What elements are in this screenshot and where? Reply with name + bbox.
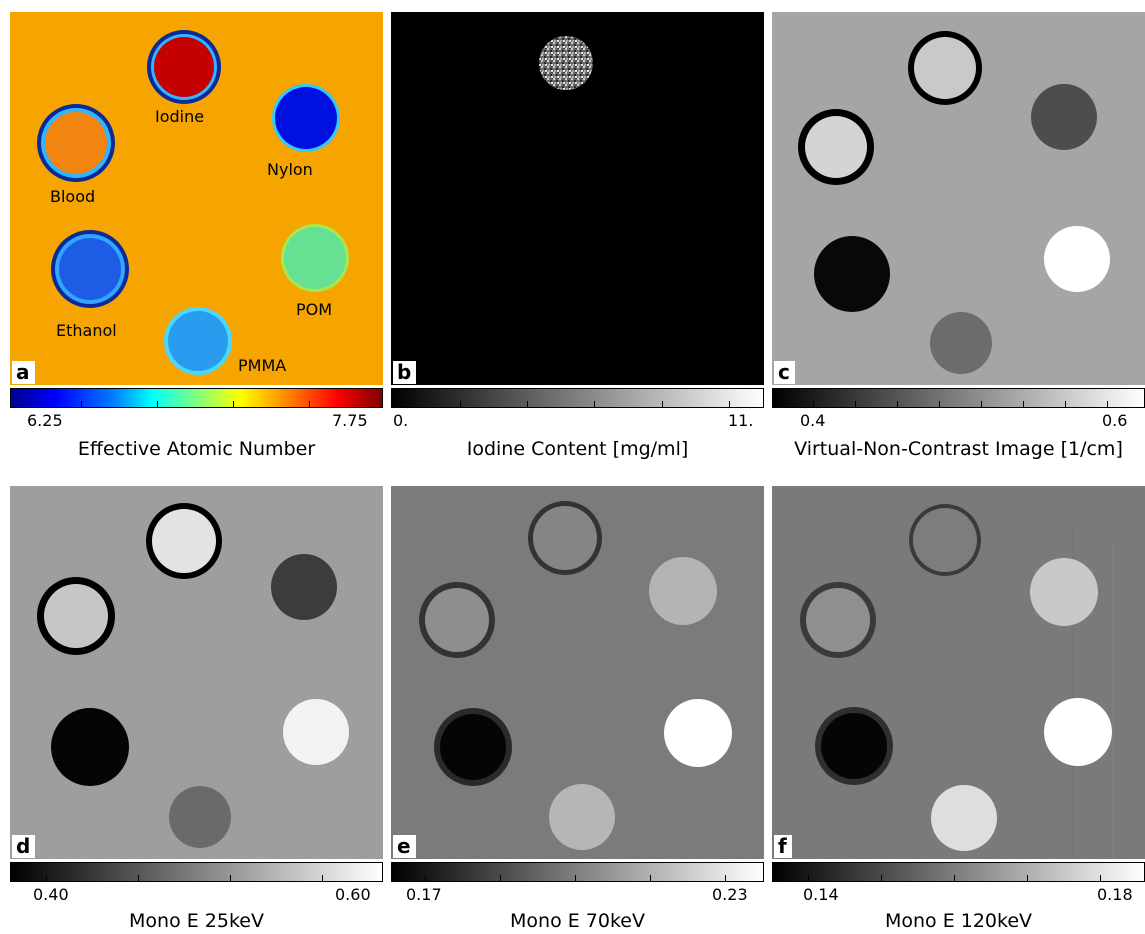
material-label-ethanol: Ethanol: [56, 321, 117, 340]
colorbar-c-max: 0.6: [1102, 411, 1128, 430]
colorbar-c: [772, 388, 1145, 408]
colorbar-f: [772, 862, 1145, 882]
colorbar-b: [391, 388, 764, 408]
colorbar-b-max: 11.: [728, 411, 754, 430]
colorbar-d-min: 0.40: [33, 885, 69, 904]
panel-c-title: Virtual-Non-Contrast Image [1/cm]: [794, 438, 1123, 460]
panel-c-image: c: [772, 12, 1145, 385]
panel-b-image: b: [391, 12, 764, 385]
material-label-blood: Blood: [50, 187, 96, 206]
material-label-pmma: PMMA: [238, 356, 287, 375]
colorbar-a-max: 7.75: [332, 411, 368, 430]
colorbar-d-max: 0.60: [335, 885, 371, 904]
colorbar-a-min: 6.25: [27, 411, 63, 430]
panel-e-title: Mono E 70keV: [510, 910, 645, 932]
panel-d-title: Mono E 25keV: [129, 910, 264, 932]
panel-letter-a: a: [12, 361, 35, 384]
colorbar-c-min: 0.4: [800, 411, 826, 430]
material-label-iodine: Iodine: [155, 107, 205, 126]
panel-a-image: Iodine Nylon Blood Ethanol POM PMMA a: [10, 12, 383, 385]
panel-letter-d: d: [12, 835, 36, 858]
colorbar-e: [391, 862, 764, 882]
panel-b-title: Iodine Content [mg/ml]: [466, 438, 689, 460]
panel-letter-e: e: [393, 835, 416, 858]
material-label-pom: POM: [296, 300, 333, 319]
panel-letter-c: c: [774, 361, 795, 384]
colorbar-a: [10, 388, 383, 408]
panel-a-title: Effective Atomic Number: [77, 438, 316, 460]
colorbar-d: [10, 862, 383, 882]
panel-f-image: f: [772, 486, 1145, 859]
colorbar-e-max: 0.23: [712, 885, 748, 904]
panel-d-image: d: [10, 486, 383, 859]
colorbar-f-min: 0.14: [803, 885, 839, 904]
panel-letter-b: b: [393, 361, 417, 384]
panel-f-title: Mono E 120keV: [884, 910, 1033, 932]
panel-letter-f: f: [774, 835, 792, 858]
colorbar-e-min: 0.17: [406, 885, 442, 904]
material-label-nylon: Nylon: [267, 160, 313, 179]
colorbar-b-min: 0.: [393, 411, 409, 430]
colorbar-f-max: 0.18: [1097, 885, 1133, 904]
panel-e-image: e: [391, 486, 764, 859]
